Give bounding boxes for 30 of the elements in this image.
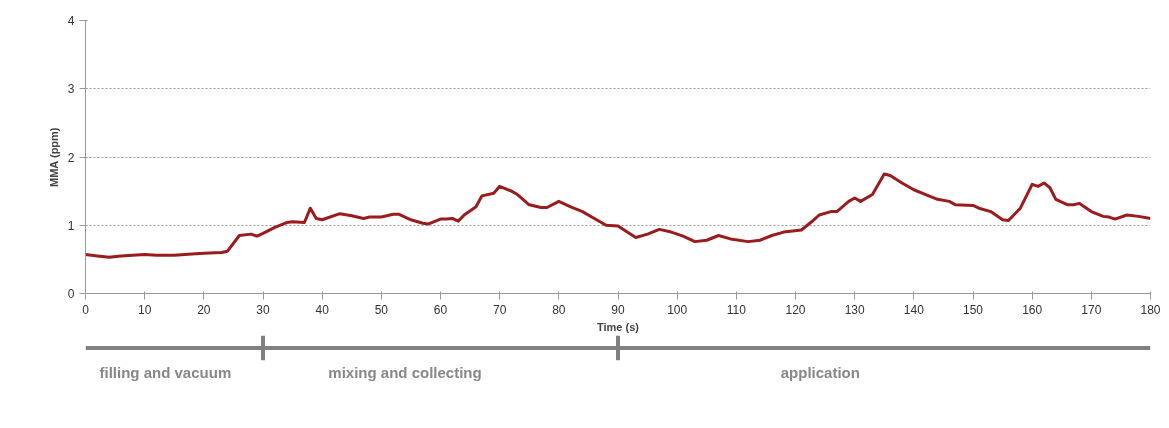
- x-tick-label: 120: [785, 302, 806, 317]
- x-tick-label: 70: [492, 302, 507, 317]
- x-tick-label: 130: [844, 302, 865, 317]
- x-tick-label: 140: [903, 302, 925, 317]
- y-tick-label: 2: [67, 150, 75, 165]
- x-tick-label: 20: [197, 302, 211, 317]
- x-tick-label: 40: [315, 302, 330, 317]
- line-series: [85, 172, 1151, 259]
- y-tick-label: 3: [67, 82, 75, 97]
- y-axis-title: MMA (ppm): [47, 127, 60, 187]
- text: filling and vacuum: [99, 364, 232, 382]
- x-tick-label: 50: [374, 302, 389, 317]
- text: application: [780, 364, 860, 382]
- x-tick-label: 0: [82, 302, 90, 317]
- x-tick-label: 30: [256, 302, 270, 317]
- x-tick-label: 150: [962, 302, 984, 317]
- y-tick-label: 4: [67, 14, 75, 28]
- y-tick-label: 0: [67, 287, 75, 301]
- text: mixing and collecting: [328, 364, 482, 382]
- x-tick-label: 180: [1140, 302, 1161, 317]
- x-tick-label: 90: [611, 302, 625, 317]
- x-tick-label: 60: [433, 302, 448, 317]
- x-tick-label: 170: [1081, 302, 1102, 317]
- y-tick-label: 1: [67, 218, 75, 233]
- x-tick-label: 10: [137, 302, 152, 317]
- x-tick-label: 160: [1022, 302, 1043, 317]
- x-axis-title: Time (s): [597, 320, 640, 333]
- x-tick-label: 100: [667, 302, 688, 317]
- x-tick-label: 110: [726, 302, 747, 317]
- x-tick-label: 80: [552, 302, 566, 317]
